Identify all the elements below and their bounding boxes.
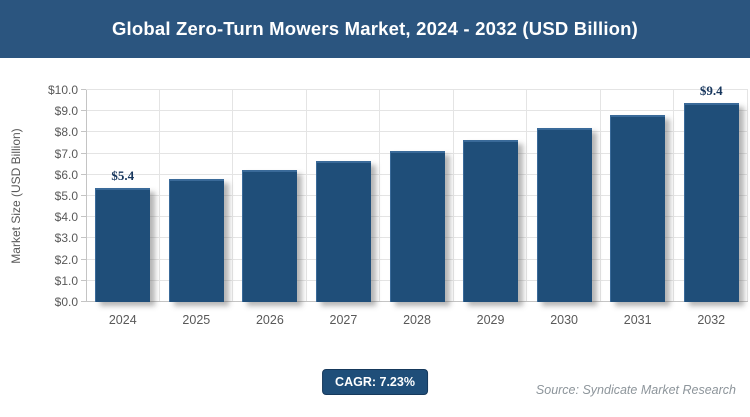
x-axis-label: 2028 <box>403 313 431 327</box>
y-axis-tick <box>81 152 86 154</box>
y-axis-tick-label: $0.0 <box>54 295 78 309</box>
y-axis-line <box>86 90 87 302</box>
x-axis-label: 2026 <box>255 313 284 327</box>
y-axis-tick <box>81 195 86 196</box>
gridline-vertical <box>747 90 748 302</box>
gridline-vertical <box>232 90 234 302</box>
x-axis-label: 2025 <box>182 313 211 327</box>
gridline-vertical <box>599 90 601 302</box>
x-axis-label: 2027 <box>329 313 358 327</box>
y-axis-tick <box>81 216 86 218</box>
bar-2024 <box>95 187 151 302</box>
x-axis-label: 2030 <box>550 313 579 327</box>
y-axis-tick-label: $9.0 <box>54 104 78 119</box>
gridline-horizontal <box>86 110 748 112</box>
x-axis-label: 2031 <box>623 313 652 327</box>
y-axis-tick <box>81 279 86 281</box>
y-axis-tick <box>81 89 86 90</box>
gridline-vertical <box>379 90 381 302</box>
bar-2030 <box>536 127 592 302</box>
y-axis-tick-label: $10.0 <box>47 83 78 97</box>
y-axis-tick <box>81 301 86 302</box>
gridline-vertical <box>305 90 307 302</box>
x-axis-label: 2024 <box>108 313 137 327</box>
x-axis-label: 2032 <box>697 313 726 327</box>
y-axis-tick-label: $4.0 <box>54 210 78 225</box>
plot-area: $5.4 2024 2025 2026 2027 2028 2029 2030 2031 $9.4… <box>81 83 748 327</box>
bar-2027 <box>315 160 371 302</box>
cagr-badge: CAGR: 7.23% <box>322 369 428 395</box>
chart-title: Global Zero-Turn Mowers Market, 2024 - 2… <box>111 18 639 39</box>
gridline-vertical <box>526 90 528 302</box>
y-axis-tick-label: $7.0 <box>54 146 78 161</box>
chart-title-bar: Global Zero-Turn Mowers Market, 2024 - 2… <box>0 0 750 58</box>
gridline-vertical <box>452 90 454 302</box>
bar-2028 <box>389 150 445 302</box>
bar-2026 <box>242 170 298 302</box>
bar-value-label: $9.4 <box>699 82 723 98</box>
y-axis-tick <box>81 173 86 175</box>
x-axis-label: 2029 <box>476 313 505 327</box>
y-axis-tick <box>81 258 86 260</box>
y-axis-tick <box>81 110 86 112</box>
bar-value-label: $5.4 <box>111 167 135 183</box>
bar-2032 <box>683 102 739 302</box>
gridline-vertical <box>158 90 160 302</box>
y-axis-tick-label: $6.0 <box>54 167 78 182</box>
y-axis-tick-label: $8.0 <box>54 125 78 140</box>
y-axis-tick-label: $3.0 <box>54 231 78 246</box>
y-axis-tick-label: $2.0 <box>54 252 78 267</box>
bar-2025 <box>168 179 224 302</box>
y-axis-tick-label: $1.0 <box>54 273 78 288</box>
bar-2029 <box>463 139 519 302</box>
source-attribution: Source: Syndicate Market Research <box>535 383 736 397</box>
y-axis-tick <box>81 237 86 239</box>
gridline-horizontal <box>86 131 748 133</box>
gridline-horizontal <box>86 89 748 90</box>
bar-2031 <box>610 115 666 302</box>
y-axis-tick-label: $5.0 <box>54 189 78 203</box>
gridline-vertical <box>673 90 675 302</box>
y-axis-tick <box>81 131 86 133</box>
